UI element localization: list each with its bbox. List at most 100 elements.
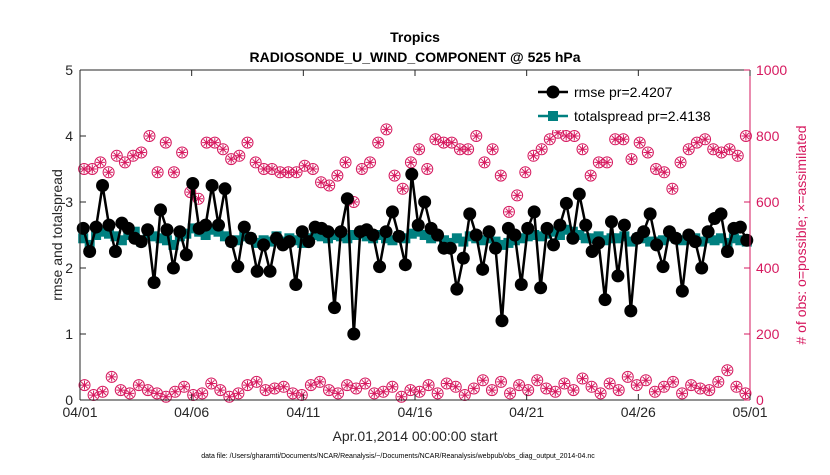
rmse-point-76: [566, 231, 580, 245]
obs-low-marker-34-circle: [386, 380, 399, 393]
obs-low-marker-61: [630, 379, 643, 392]
obs-high-marker-2-cross: [95, 157, 105, 167]
obs-high-marker-18-cross: [226, 154, 236, 164]
obs-low-marker-33-cross: [378, 387, 388, 397]
obs-low-marker-1: [87, 389, 100, 402]
obs-low-marker-22-cross: [279, 382, 289, 392]
obs-low-marker-14: [205, 377, 218, 390]
obs-low-marker-33-circle: [377, 385, 390, 398]
obs-high-marker-63-cross: [594, 157, 604, 167]
obs-low-marker-20-cross: [261, 385, 271, 395]
rmse-point-16: [179, 248, 193, 262]
obs-high-marker-3-circle: [102, 166, 115, 179]
obs-low-marker-21-cross: [270, 383, 280, 393]
totalspread-point-7: [123, 230, 134, 240]
obs-low-marker-1-circle: [87, 389, 100, 402]
obs-low-marker-42-cross: [460, 390, 470, 400]
obs-low-marker-27-circle: [322, 384, 335, 397]
obs-high-marker-16: [208, 136, 221, 149]
rmse-line: [82, 173, 748, 336]
obs-low-marker-33: [377, 385, 390, 398]
rmse-point-49: [392, 229, 406, 243]
obs-high-marker-55-cross: [529, 151, 538, 161]
obs-high-marker-10-circle: [159, 136, 172, 149]
obs-high-marker-2-circle: [94, 156, 107, 169]
obs-low-marker-12-circle: [187, 389, 200, 402]
obs-low-marker-22-circle: [277, 380, 290, 393]
obs-high-marker-1-cross: [87, 164, 97, 174]
totalspread-point-34: [297, 237, 308, 248]
obs-high-marker-3: [102, 166, 115, 179]
obs-low-marker-19: [250, 375, 263, 388]
totalspread-point-37: [316, 231, 327, 242]
obs-high-marker-66: [617, 133, 630, 146]
obs-high-marker-30-circle: [323, 179, 336, 192]
obs-low-marker-68-cross: [695, 383, 705, 393]
obs-high-marker-50-cross: [488, 144, 498, 154]
obs-low-marker-3-circle: [105, 370, 118, 383]
totalspread-point-20: [207, 224, 218, 235]
rmse-point-3: [96, 179, 110, 192]
totalspread-point-50: [400, 233, 411, 244]
y-tick-label-5: 5: [65, 62, 73, 78]
obs-low-marker-11-circle: [178, 380, 191, 393]
obs-low-marker-46-cross: [496, 377, 506, 387]
obs-low-marker-9: [160, 390, 173, 403]
obs-low-marker-10-circle: [169, 385, 182, 398]
obs-high-marker-29-cross: [316, 177, 326, 187]
obs-low-marker-26-circle: [313, 375, 326, 388]
obs-low-marker-72: [730, 380, 743, 393]
totalspread-point-2: [91, 230, 102, 240]
obs-high-marker-23-cross: [267, 164, 277, 174]
obs-low-marker-16: [223, 390, 236, 403]
obs-low-marker-38: [422, 379, 435, 392]
obs-high-marker-68-cross: [635, 138, 645, 148]
rmse-point-12: [154, 203, 168, 217]
obs-low-marker-39-circle: [431, 387, 444, 400]
obs-low-marker-37-circle: [413, 385, 426, 398]
obs-low-marker-45-cross: [487, 385, 497, 395]
obs-low-marker-65-circle: [667, 375, 680, 388]
totalspread-point-64: [490, 236, 501, 247]
obs-low-marker-31-circle: [359, 377, 372, 390]
y-right-tick-label-0: 0: [756, 392, 764, 408]
totalspread-point-48: [387, 235, 398, 246]
obs-low-marker-58-cross: [605, 379, 615, 388]
obs-low-marker-67: [685, 379, 698, 392]
obs-high-marker-10-cross: [161, 138, 171, 148]
rmse-point-83: [611, 269, 625, 283]
obs-low-marker-3: [105, 370, 118, 383]
obs-high-marker-51-circle: [494, 169, 507, 182]
rmse-point-53: [418, 195, 432, 209]
obs-high-marker-61: [576, 143, 589, 156]
totalspread-point-27: [252, 237, 263, 248]
obs-high-marker-54-cross: [520, 167, 530, 177]
obs-low-marker-57: [594, 387, 607, 400]
obs-low-marker-28-circle: [332, 387, 345, 400]
x-tick-label-1: 04/06: [174, 404, 209, 420]
totalspread-point-80: [593, 231, 604, 242]
obs-low-marker-54: [567, 384, 580, 397]
obs-high-marker-19: [233, 149, 246, 162]
obs-low-marker-21-circle: [268, 382, 281, 395]
obs-low-marker-50-circle: [531, 374, 544, 387]
obs-low-marker-69: [703, 384, 716, 397]
rmse-point-25: [237, 220, 251, 234]
obs-high-marker-53-circle: [511, 189, 524, 202]
rmse-point-97: [701, 225, 715, 239]
obs-low-marker-56-cross: [587, 382, 597, 392]
totalspread-point-83: [612, 233, 623, 244]
rmse-point-35: [302, 235, 316, 249]
obs-low-marker-53: [558, 377, 571, 390]
rmse-point-55: [431, 228, 445, 242]
obs-high-marker-48-cross: [471, 131, 481, 141]
obs-low-marker-68: [694, 382, 707, 395]
obs-high-marker-20-cross: [243, 138, 252, 148]
obs-low-marker-58-circle: [603, 377, 616, 390]
obs-high-marker-25-cross: [283, 167, 293, 177]
obs-low-marker-15-cross: [215, 385, 225, 395]
obs-high-marker-79-cross: [725, 144, 735, 154]
obs-low-marker-59-circle: [612, 384, 625, 397]
x-axis-label: Apr.01,2014 00:00:00 start: [332, 428, 497, 444]
obs-low-marker-6-cross: [134, 380, 144, 390]
